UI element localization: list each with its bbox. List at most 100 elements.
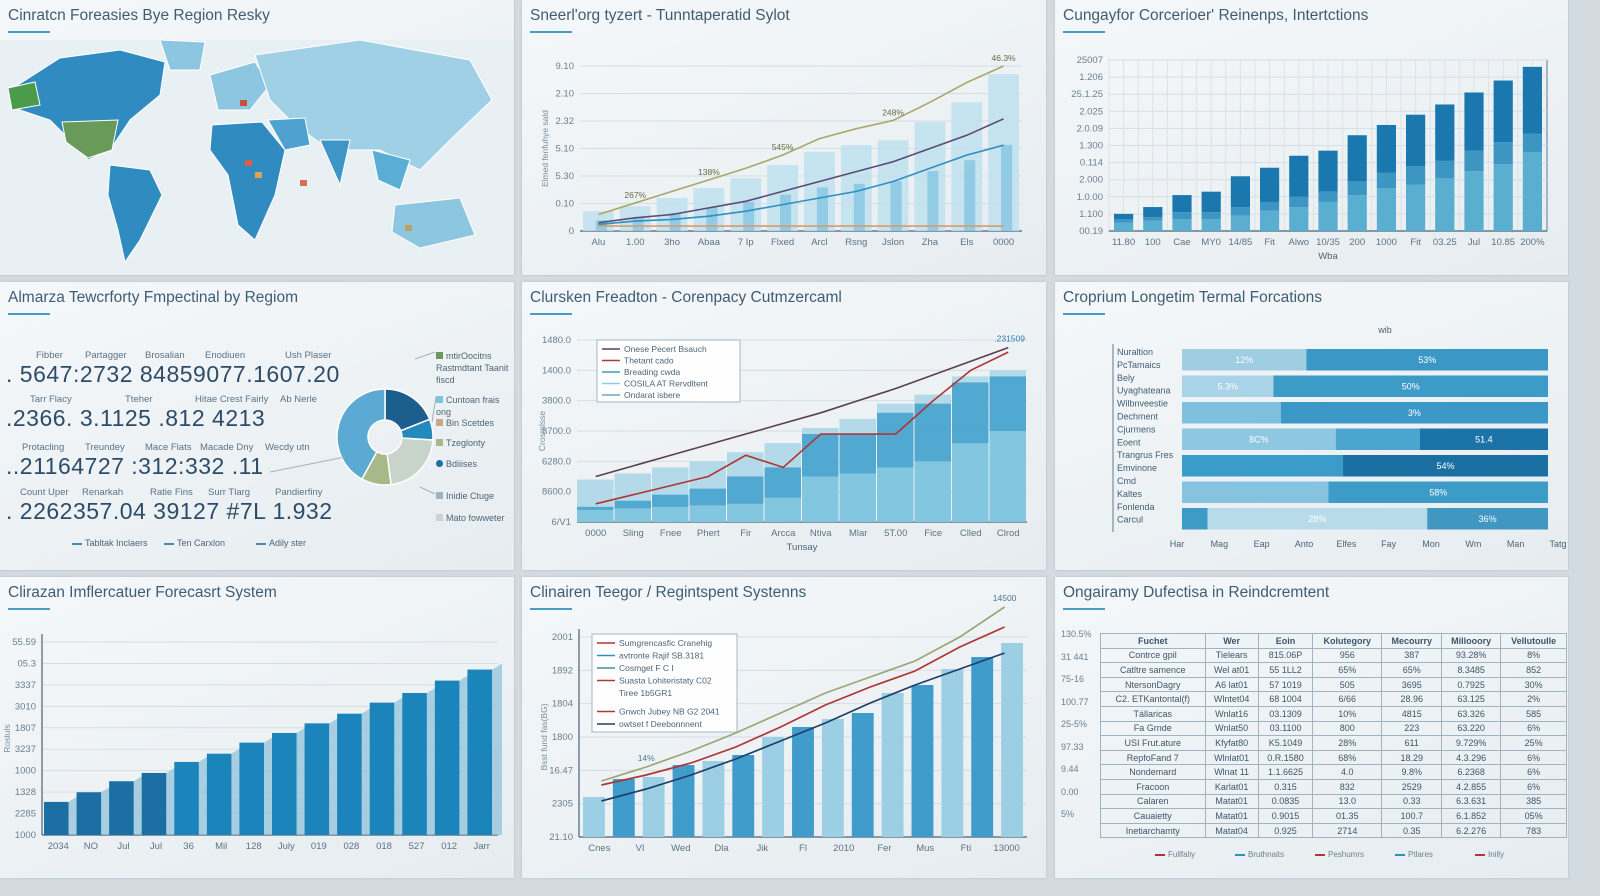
table-header-row: Fuchet Wer Eoin Kolutegory Mecourry Millooory…: [1100, 633, 1567, 649]
kpi-label: Tarr Flacy: [30, 394, 72, 405]
stacked-bar-segment: [1522, 133, 1542, 153]
x-tick-label: Mus: [916, 843, 934, 854]
x-tick-label: Abaa: [698, 237, 721, 248]
bar-label: 8C%: [1249, 435, 1269, 445]
leader-line: [269, 456, 346, 473]
x-tick-label: Fit: [1410, 237, 1421, 248]
title-underline: [1063, 313, 1105, 315]
bar-segment: [1280, 402, 1548, 424]
table-cell: Kfyfat80: [1204, 735, 1259, 751]
y-tick-label: 3337: [15, 680, 36, 691]
donut-legend-item: Bin Scetdes: [436, 417, 512, 429]
legend-label: Fullfaliy: [1168, 850, 1196, 859]
world-map: [0, 39, 514, 275]
stacked-bar-segment: [1464, 171, 1484, 231]
x-tick-label: Alwo: [1289, 237, 1310, 248]
table-cell: 68 1004: [1257, 691, 1314, 707]
bar-label: 53%: [1418, 355, 1436, 365]
stacked-bar-chart: 00.19 1.100 1.0.00 2.000 0.114 1.300 2.0.09 2.0…: [1071, 55, 1548, 262]
panel-title: Cinratcn Foreasies Bye Region Resky: [8, 7, 270, 24]
table-cell: 800: [1312, 720, 1383, 737]
table-cell: 0.7925: [1441, 676, 1502, 693]
y-tick-label: 3237: [15, 744, 36, 755]
stacked-bar-segment: [1522, 66, 1542, 134]
legend-box: [596, 339, 741, 403]
bar: [1001, 643, 1023, 837]
table-cell: 832: [1312, 778, 1383, 795]
x-tick-label: 012: [441, 841, 457, 852]
legend-label: Sumgrencasfic Cranehig: [619, 638, 712, 648]
table-cell: 63.125: [1441, 691, 1502, 707]
continent-middle-east: [267, 117, 311, 151]
x-tick-label: Anto: [1295, 539, 1314, 549]
bar: [206, 753, 232, 835]
x-tick-label: Mag: [1211, 539, 1229, 549]
x-tick-label: Fnee: [660, 528, 682, 539]
bar: [467, 669, 492, 835]
bar-segment: [1182, 402, 1281, 424]
y-tick-label: 6280.0: [542, 456, 571, 467]
y-tick-label: 3010: [15, 701, 36, 712]
stacked-bar-segment: [1143, 220, 1163, 231]
donut-slice: [384, 388, 431, 432]
stacked-bar-segment: [1143, 207, 1163, 218]
bar-shadow: [459, 674, 470, 835]
table-cell: 05%: [1500, 808, 1567, 824]
table-row: Nondemard Wlnat 11 1.1.6625 4.0 9.8% 6.2368 6%: [1100, 764, 1567, 780]
bar-shadow: [101, 786, 112, 835]
table-cell: 6.2368: [1441, 764, 1502, 780]
table-cell: 2529: [1381, 778, 1443, 795]
bar-shadow: [166, 766, 177, 835]
stacked-bar-segment: [1201, 191, 1221, 213]
y-tick-label: 1800: [552, 732, 573, 743]
x-tick-label: Els: [960, 237, 973, 248]
bar: [762, 737, 785, 837]
y-tick-label: 2.000: [1079, 175, 1103, 186]
table-header-cell: Kolutegory: [1312, 633, 1383, 649]
bar-inner: [964, 160, 976, 231]
y-tick-label: 8600.0: [542, 487, 571, 498]
kpi-label: Pandierfiny: [275, 487, 323, 498]
table-cell: 18.29: [1381, 749, 1443, 766]
bar: [369, 702, 395, 835]
stacked-bar-segment: [1260, 167, 1280, 202]
x-tick-label: Flxed: [771, 237, 794, 248]
stacked-bar-segment: [1114, 219, 1134, 223]
row-label: Kaltes: [1117, 489, 1143, 499]
stacked-bar-segment: [1114, 213, 1134, 220]
table-row: Catltre samence Wel at01 55 1LL2 65% 65% 8.34…: [1100, 662, 1567, 678]
bar-shadow: [264, 736, 274, 835]
x-axis-label: Tunsay: [787, 542, 818, 553]
table-cell: 387: [1381, 647, 1443, 664]
highlighted-region: [405, 225, 412, 231]
table-cell: 611: [1381, 735, 1443, 751]
x-tick-label: 5T.00: [884, 528, 907, 539]
table-cell: Tielears: [1204, 647, 1259, 664]
x-tick-label: 2010: [833, 843, 854, 854]
legend-swatch: [164, 542, 174, 545]
x-tick-label: Jarr: [474, 841, 490, 852]
area-segment-ondarat: [839, 473, 876, 522]
kpi-label: Ush Plaser: [285, 350, 332, 361]
legend-swatch: [1235, 853, 1245, 856]
legend-label: mtirOocitns Rastmdtant Taanit fiscd: [436, 351, 509, 385]
kpi-value: .2366. 3.1125 .812 4213: [6, 405, 266, 431]
title-underline: [8, 608, 50, 610]
legend-label: Bruthnaits: [1248, 850, 1285, 859]
x-tick-label: Elfes: [1336, 539, 1357, 549]
x-tick-label: 14/85: [1229, 237, 1253, 248]
legend-label: Bdiiises: [446, 459, 478, 469]
legend-swatch: [436, 352, 443, 359]
bar: [44, 801, 69, 835]
table-cell: 65%: [1381, 662, 1443, 678]
y-tick-label: 2285: [15, 809, 36, 820]
kpi-label: Treundey: [85, 442, 125, 453]
donut-legend-item: mtirOocitns Rastmdtant Taanit fiscd: [436, 350, 512, 386]
bar-label: 58%: [1429, 488, 1447, 498]
table-cell: 956: [1312, 647, 1383, 664]
stacked-bar-segment: [1230, 176, 1250, 208]
legend-label: Cuntoan frais ong: [436, 395, 500, 417]
table-cell: 0.R.1580: [1257, 749, 1314, 766]
table-cell: Matat01: [1204, 808, 1259, 824]
bar: [272, 732, 297, 835]
